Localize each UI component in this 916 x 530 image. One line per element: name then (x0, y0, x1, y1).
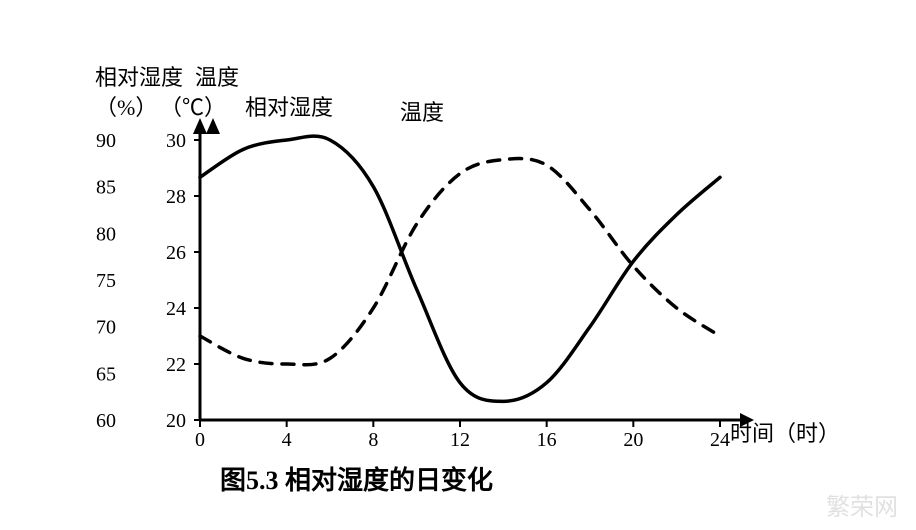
chart-container: 相对湿度 （%） 温度 （℃） 相对湿度 温度 时间（时） 图5.3 相对湿度的… (0, 0, 916, 530)
svg-text:20: 20 (166, 410, 186, 432)
svg-text:8: 8 (368, 429, 378, 451)
svg-text:65: 65 (96, 363, 116, 385)
svg-text:20: 20 (623, 429, 643, 451)
svg-text:60: 60 (96, 410, 116, 432)
svg-text:0: 0 (195, 429, 205, 451)
svg-text:26: 26 (166, 242, 186, 264)
svg-text:24: 24 (710, 429, 730, 451)
svg-text:28: 28 (166, 186, 186, 208)
chart-svg: 0 4 8 12 16 20 24 60 65 70 75 80 85 90 20 22 24 26 28 30 (0, 0, 916, 530)
svg-text:90: 90 (96, 130, 116, 152)
svg-text:24: 24 (166, 298, 186, 320)
svg-text:85: 85 (96, 177, 116, 199)
svg-text:80: 80 (96, 223, 116, 245)
svg-text:4: 4 (282, 429, 292, 451)
watermark: 繁荣网 (826, 487, 898, 522)
svg-text:12: 12 (450, 429, 470, 451)
svg-text:16: 16 (537, 429, 557, 451)
humidity-line (200, 136, 720, 401)
svg-text:75: 75 (96, 270, 116, 292)
svg-text:30: 30 (166, 130, 186, 152)
temperature-line (200, 159, 720, 365)
svg-text:70: 70 (96, 317, 116, 339)
svg-text:22: 22 (166, 354, 186, 376)
